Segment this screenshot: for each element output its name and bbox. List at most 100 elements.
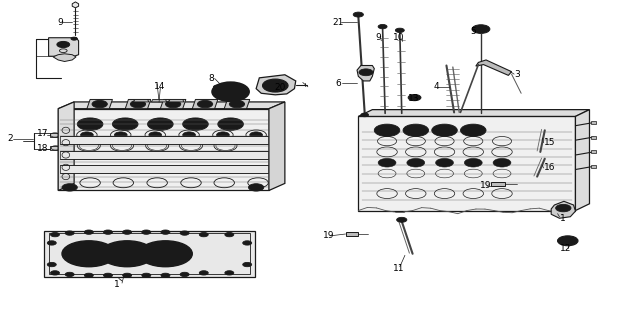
- Circle shape: [144, 274, 149, 277]
- Circle shape: [476, 27, 486, 32]
- Circle shape: [408, 126, 424, 134]
- Circle shape: [67, 232, 72, 234]
- Text: 1: 1: [115, 280, 120, 289]
- Circle shape: [71, 37, 77, 40]
- Circle shape: [216, 132, 229, 138]
- Text: 6: 6: [335, 79, 341, 88]
- Circle shape: [104, 230, 113, 234]
- Ellipse shape: [212, 82, 249, 101]
- Circle shape: [125, 274, 130, 277]
- Circle shape: [182, 118, 208, 130]
- Circle shape: [461, 124, 486, 136]
- Polygon shape: [551, 201, 575, 218]
- Circle shape: [556, 204, 571, 212]
- Polygon shape: [357, 65, 374, 81]
- Circle shape: [52, 272, 58, 274]
- Circle shape: [77, 118, 103, 130]
- Polygon shape: [256, 75, 296, 95]
- Circle shape: [152, 120, 169, 128]
- Circle shape: [396, 28, 404, 33]
- Circle shape: [244, 263, 250, 266]
- Circle shape: [113, 118, 138, 130]
- Circle shape: [378, 158, 396, 167]
- Circle shape: [465, 126, 481, 134]
- Text: 4: 4: [434, 82, 439, 91]
- Circle shape: [117, 120, 134, 128]
- Circle shape: [104, 273, 113, 277]
- Circle shape: [201, 233, 206, 236]
- Circle shape: [353, 12, 364, 17]
- Circle shape: [359, 69, 373, 76]
- Circle shape: [362, 70, 370, 74]
- Text: 14: 14: [154, 82, 165, 91]
- Circle shape: [557, 236, 578, 246]
- Polygon shape: [72, 2, 79, 8]
- Circle shape: [244, 242, 250, 244]
- Circle shape: [374, 124, 400, 136]
- Circle shape: [243, 262, 252, 267]
- Polygon shape: [358, 110, 589, 117]
- Circle shape: [62, 241, 116, 267]
- Text: 12: 12: [560, 244, 572, 253]
- Circle shape: [81, 132, 93, 138]
- Circle shape: [227, 272, 232, 274]
- Circle shape: [180, 231, 189, 235]
- Polygon shape: [44, 231, 255, 277]
- Text: 19: 19: [479, 181, 491, 190]
- Circle shape: [161, 230, 170, 234]
- Circle shape: [180, 272, 189, 277]
- Circle shape: [115, 132, 127, 138]
- Circle shape: [51, 271, 60, 275]
- Circle shape: [67, 243, 111, 264]
- Circle shape: [123, 230, 132, 234]
- Circle shape: [397, 217, 407, 222]
- Text: 10: 10: [394, 33, 405, 42]
- Polygon shape: [169, 100, 184, 102]
- Circle shape: [225, 232, 234, 237]
- Circle shape: [65, 272, 74, 277]
- Circle shape: [229, 100, 244, 108]
- Polygon shape: [358, 117, 575, 210]
- Circle shape: [187, 120, 204, 128]
- Circle shape: [142, 273, 151, 277]
- Polygon shape: [591, 165, 596, 168]
- Circle shape: [213, 85, 222, 89]
- Circle shape: [436, 158, 454, 167]
- Circle shape: [166, 100, 180, 108]
- Text: 9: 9: [57, 18, 63, 27]
- Circle shape: [106, 243, 149, 264]
- Circle shape: [84, 230, 93, 234]
- Circle shape: [82, 120, 99, 128]
- Circle shape: [106, 231, 111, 233]
- Polygon shape: [152, 100, 167, 102]
- Circle shape: [559, 206, 567, 210]
- Circle shape: [66, 186, 74, 189]
- Circle shape: [407, 158, 425, 167]
- Polygon shape: [269, 102, 285, 190]
- Bar: [60, 151, 268, 159]
- Polygon shape: [87, 100, 113, 109]
- Circle shape: [144, 243, 187, 264]
- Polygon shape: [476, 60, 511, 75]
- Circle shape: [250, 132, 262, 138]
- Circle shape: [67, 273, 72, 276]
- Circle shape: [149, 132, 162, 138]
- Circle shape: [200, 102, 209, 106]
- Bar: [60, 165, 268, 173]
- Circle shape: [84, 273, 93, 277]
- Circle shape: [106, 274, 111, 277]
- Circle shape: [403, 124, 429, 136]
- Text: 19: 19: [323, 231, 334, 240]
- Circle shape: [62, 184, 77, 191]
- Text: 8: 8: [208, 74, 214, 83]
- Circle shape: [100, 241, 154, 267]
- Text: 5: 5: [470, 27, 476, 36]
- Circle shape: [51, 232, 60, 237]
- Ellipse shape: [262, 79, 288, 92]
- Text: 17: 17: [36, 129, 48, 138]
- Polygon shape: [192, 100, 218, 109]
- Polygon shape: [125, 100, 151, 109]
- Ellipse shape: [267, 81, 284, 90]
- Circle shape: [123, 273, 132, 277]
- Circle shape: [92, 100, 108, 108]
